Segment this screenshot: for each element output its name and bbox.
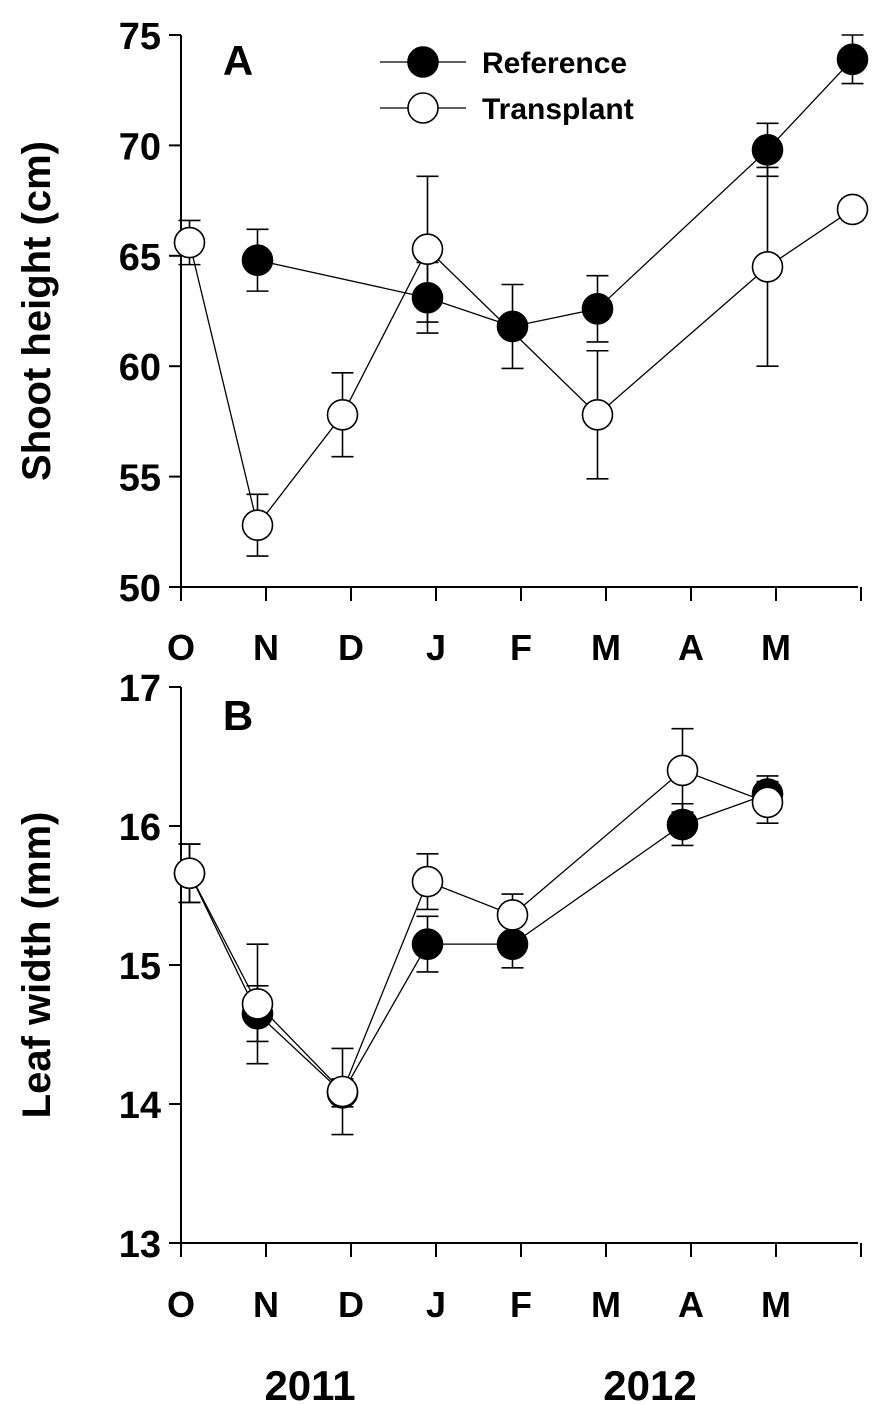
legend-label: Transplant [482, 93, 634, 126]
data-point-transplant [241, 988, 274, 1020]
y-tick-label: 16 [119, 807, 161, 849]
data-point-reference [411, 281, 444, 314]
y-tick-label: 60 [119, 347, 161, 389]
x-year-label: 2011 [264, 1362, 355, 1405]
x-month-label: M [761, 1284, 791, 1325]
data-point-transplant [326, 1075, 359, 1108]
panel-A [169, 34, 869, 601]
y-tick-label: 75 [119, 16, 161, 58]
y-axis-label: Shoot height (cm) [15, 141, 59, 481]
legend-marker [407, 92, 439, 124]
y-tick-label: 50 [119, 568, 161, 610]
data-point-reference [241, 244, 274, 277]
panel-B [169, 686, 862, 1257]
series-line-reference [257, 58, 853, 328]
x-month-label: O [167, 1284, 195, 1325]
data-point-reference [496, 310, 529, 343]
data-point-transplant [411, 233, 444, 265]
y-tick-label: 17 [119, 668, 161, 710]
x-month-label: F [510, 1284, 532, 1325]
x-month-label: D [338, 1284, 364, 1325]
panel-label: A [223, 37, 253, 84]
series-line-transplant [188, 208, 853, 527]
x-month-label: J [426, 627, 446, 668]
x-month-label: M [591, 1284, 621, 1325]
x-month-label: A [678, 627, 704, 668]
data-point-reference [666, 808, 699, 841]
data-point-reference [836, 43, 869, 76]
data-point-reference [581, 292, 614, 325]
y-tick-label: 55 [119, 458, 161, 500]
x-month-label: D [338, 627, 364, 668]
legend-label: Reference [482, 47, 627, 80]
x-month-label: F [510, 627, 532, 668]
y-tick-label: 15 [119, 946, 161, 988]
data-point-transplant [411, 865, 444, 898]
x-month-label: J [426, 1284, 446, 1325]
x-month-label: N [253, 627, 279, 668]
x-month-label: O [167, 627, 195, 668]
panel-label: B [223, 692, 253, 739]
data-point-transplant [666, 754, 699, 787]
data-point-transplant [173, 857, 206, 890]
data-point-transplant [836, 193, 869, 226]
data-point-transplant [751, 786, 784, 819]
data-point-transplant [326, 398, 359, 431]
x-month-label: N [253, 1284, 279, 1325]
data-point-transplant [751, 251, 784, 283]
y-tick-label: 65 [119, 237, 161, 279]
x-month-label: M [761, 627, 791, 668]
y-tick-label: 14 [119, 1085, 161, 1127]
data-point-reference [751, 134, 784, 166]
data-point-transplant [173, 226, 206, 259]
x-month-label: M [591, 627, 621, 668]
y-axis-label: Leaf width (mm) [15, 812, 59, 1119]
x-month-label: A [678, 1284, 704, 1325]
data-point-transplant [496, 899, 529, 931]
data-point-transplant [241, 509, 274, 541]
data-point-reference [496, 928, 529, 960]
legend-marker [407, 46, 439, 78]
y-tick-label: 70 [119, 126, 161, 168]
data-point-reference [411, 928, 444, 960]
y-tick-label: 13 [119, 1224, 161, 1266]
x-year-label: 2012 [603, 1362, 696, 1405]
data-point-transplant [581, 398, 614, 431]
